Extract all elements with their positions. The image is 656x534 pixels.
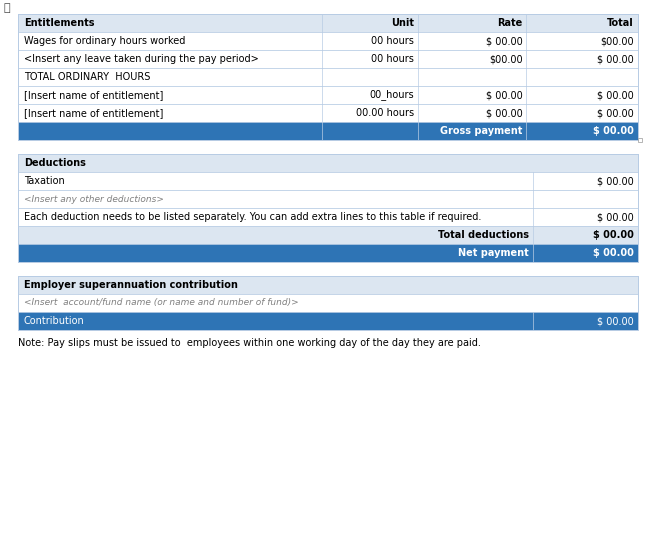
- Bar: [18, 154, 638, 172]
- Text: Wages for ordinary hours worked: Wages for ordinary hours worked: [24, 36, 186, 46]
- Bar: [18, 226, 638, 244]
- Text: <Insert any leave taken during the pay period>: <Insert any leave taken during the pay p…: [24, 54, 258, 64]
- Text: $00.00: $00.00: [489, 54, 522, 64]
- Text: Taxation: Taxation: [24, 176, 65, 186]
- Text: [Insert name of entitlement]: [Insert name of entitlement]: [24, 108, 163, 118]
- Text: [Insert name of entitlement]: [Insert name of entitlement]: [24, 90, 163, 100]
- Bar: [18, 312, 638, 330]
- Text: Deductions: Deductions: [24, 158, 86, 168]
- Bar: [18, 172, 638, 190]
- Text: <Insert any other deductions>: <Insert any other deductions>: [24, 194, 164, 203]
- Text: $ 00.00: $ 00.00: [597, 316, 634, 326]
- Bar: [18, 276, 638, 294]
- Text: $ 00.00: $ 00.00: [593, 126, 634, 136]
- Text: Total deductions: Total deductions: [438, 230, 529, 240]
- Bar: [18, 122, 638, 140]
- Text: $ 00.00: $ 00.00: [485, 108, 522, 118]
- Bar: [18, 32, 638, 50]
- Text: $ 00.00: $ 00.00: [593, 248, 634, 258]
- Bar: [18, 294, 638, 312]
- Bar: [18, 50, 638, 68]
- Bar: [18, 104, 638, 122]
- Text: $ 00.00: $ 00.00: [597, 54, 634, 64]
- Text: $ 00.00: $ 00.00: [597, 108, 634, 118]
- Text: $ 00.00: $ 00.00: [597, 176, 634, 186]
- Text: 00.00 hours: 00.00 hours: [356, 108, 414, 118]
- Text: $ 00.00: $ 00.00: [485, 36, 522, 46]
- Bar: [638, 138, 642, 142]
- Bar: [18, 86, 638, 104]
- Text: $ 00.00: $ 00.00: [597, 90, 634, 100]
- Bar: [18, 68, 638, 86]
- Text: $ 00.00: $ 00.00: [597, 212, 634, 222]
- Bar: [18, 244, 638, 262]
- Bar: [18, 190, 638, 208]
- Text: 00 hours: 00 hours: [371, 36, 414, 46]
- Text: Total: Total: [607, 18, 634, 28]
- Text: Employer superannuation contribution: Employer superannuation contribution: [24, 280, 238, 290]
- Bar: [18, 14, 638, 32]
- Text: 00_hours: 00_hours: [369, 90, 414, 100]
- Text: Gross payment: Gross payment: [440, 126, 522, 136]
- Text: ⌖: ⌖: [3, 3, 10, 13]
- Text: $ 00.00: $ 00.00: [485, 90, 522, 100]
- Text: Contribution: Contribution: [24, 316, 85, 326]
- Text: Each deduction needs to be listed separately. You can add extra lines to this ta: Each deduction needs to be listed separa…: [24, 212, 482, 222]
- Text: $ 00.00: $ 00.00: [593, 230, 634, 240]
- Bar: [18, 208, 638, 226]
- Text: Rate: Rate: [497, 18, 522, 28]
- Text: TOTAL ORDINARY  HOURS: TOTAL ORDINARY HOURS: [24, 72, 150, 82]
- Text: Net payment: Net payment: [459, 248, 529, 258]
- Text: $00.00: $00.00: [600, 36, 634, 46]
- Text: <Insert  account/fund name (or name and number of fund)>: <Insert account/fund name (or name and n…: [24, 299, 298, 308]
- Text: 00 hours: 00 hours: [371, 54, 414, 64]
- Text: Unit: Unit: [391, 18, 414, 28]
- Text: Note: Pay slips must be issued to  employees within one working day of the day t: Note: Pay slips must be issued to employ…: [18, 338, 481, 348]
- Text: Entitlements: Entitlements: [24, 18, 94, 28]
